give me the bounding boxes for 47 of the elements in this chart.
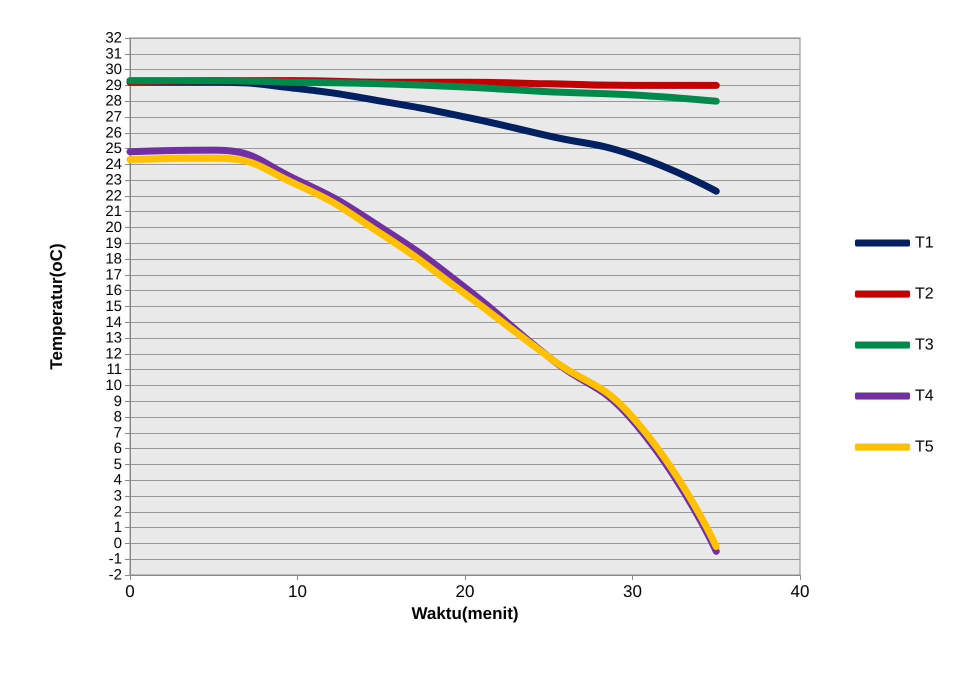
y-axis-title: Temperatur(oC) [47,243,66,370]
y-tick-label: 5 [114,456,122,473]
y-tick-label: 6 [114,440,122,458]
x-tick-label: 0 [125,582,135,601]
y-tick-label: 8 [114,408,122,426]
x-tick-label: 10 [288,582,307,601]
y-tick-label: 25 [105,140,122,158]
y-tick-label: 22 [105,187,122,204]
y-tick-label: 23 [105,172,122,189]
y-tick-label: 11 [106,361,122,378]
y-tick-label: 19 [105,234,122,252]
y-tick-label: 28 [105,92,122,110]
y-tick-label: 0 [114,534,122,552]
legend-label: T4 [915,388,934,404]
y-tick-label: 1 [114,519,122,536]
y-tick-label: 4 [114,472,122,489]
x-axis-title: Waktu(menit) [411,604,519,623]
y-tick-label: 29 [105,76,122,94]
y-tick-label: 10 [105,376,122,394]
y-tick-label: 7 [114,424,122,442]
y-tick-label: 9 [114,392,122,410]
legend-label: T1 [915,234,934,252]
y-tick-label: 16 [105,282,122,300]
legend-label: T3 [915,336,934,354]
y-tick-label: 21 [105,203,122,220]
x-tick-label: 40 [790,582,810,601]
y-tick-label: 13 [105,330,122,347]
y-tick-label: 18 [105,250,122,268]
y-tick-label: 17 [105,266,122,284]
x-tick-label: 30 [623,582,642,601]
y-tick-label: 14 [105,314,122,331]
y-tick-label: 30 [105,61,122,78]
legend-label: T5 [915,438,934,456]
y-tick-label: -2 [108,566,122,584]
y-tick-label: -1 [108,550,122,568]
y-tick-label: 15 [105,298,122,315]
y-tick-label: 26 [105,124,122,142]
y-tick-label: 27 [105,108,122,126]
y-tick-label: 32 [105,30,122,46]
legend-label: T2 [915,286,934,302]
y-tick-label: 2 [114,503,122,520]
y-tick-label: 20 [105,219,122,236]
y-tick-label: 3 [114,488,122,505]
y-tick-label: 31 [105,45,122,62]
y-tick-label: 24 [105,156,122,173]
x-tick-label: 20 [456,582,474,601]
y-tick-label: 12 [105,345,122,362]
